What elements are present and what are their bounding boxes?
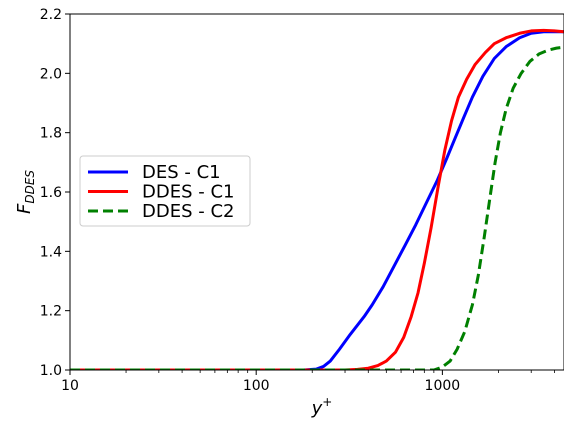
legend-label: DES - C1 <box>142 162 221 183</box>
series-layer <box>70 28 564 370</box>
x-tick-label: 1000 <box>425 378 461 394</box>
y-tick-label: 2.0 <box>40 66 62 82</box>
x-tick-label: 10 <box>61 378 79 394</box>
y-tick-label: 2.2 <box>40 7 62 23</box>
x-axis-label-base: y <box>311 398 323 419</box>
y-tick-label: 1.2 <box>40 304 62 320</box>
y-tick-label: 1.4 <box>40 244 62 260</box>
series-line-3 <box>70 45 564 370</box>
x-axis-label-sup: + <box>322 395 332 409</box>
series-line-1 <box>70 30 564 370</box>
y-axis-label-sub: DDES <box>23 170 37 204</box>
x-axis-label: y+ <box>311 395 333 419</box>
y-axis-label: FDDES <box>14 170 37 214</box>
x-tick-label: 100 <box>243 378 270 394</box>
series-line-2 <box>70 28 564 370</box>
y-axis-label-base: F <box>14 203 35 214</box>
y-tick-label: 1.6 <box>40 185 62 201</box>
y-tick-label: 1.8 <box>40 126 62 142</box>
legend-label: DDES - C1 <box>142 182 234 203</box>
legend-label: DDES - C2 <box>142 201 234 222</box>
ticks-layer: 10 100 1000 1.0 1.2 1.4 1.6 1.8 2.0 2.2 <box>40 7 555 394</box>
y-tick-label: 1.0 <box>40 363 62 379</box>
